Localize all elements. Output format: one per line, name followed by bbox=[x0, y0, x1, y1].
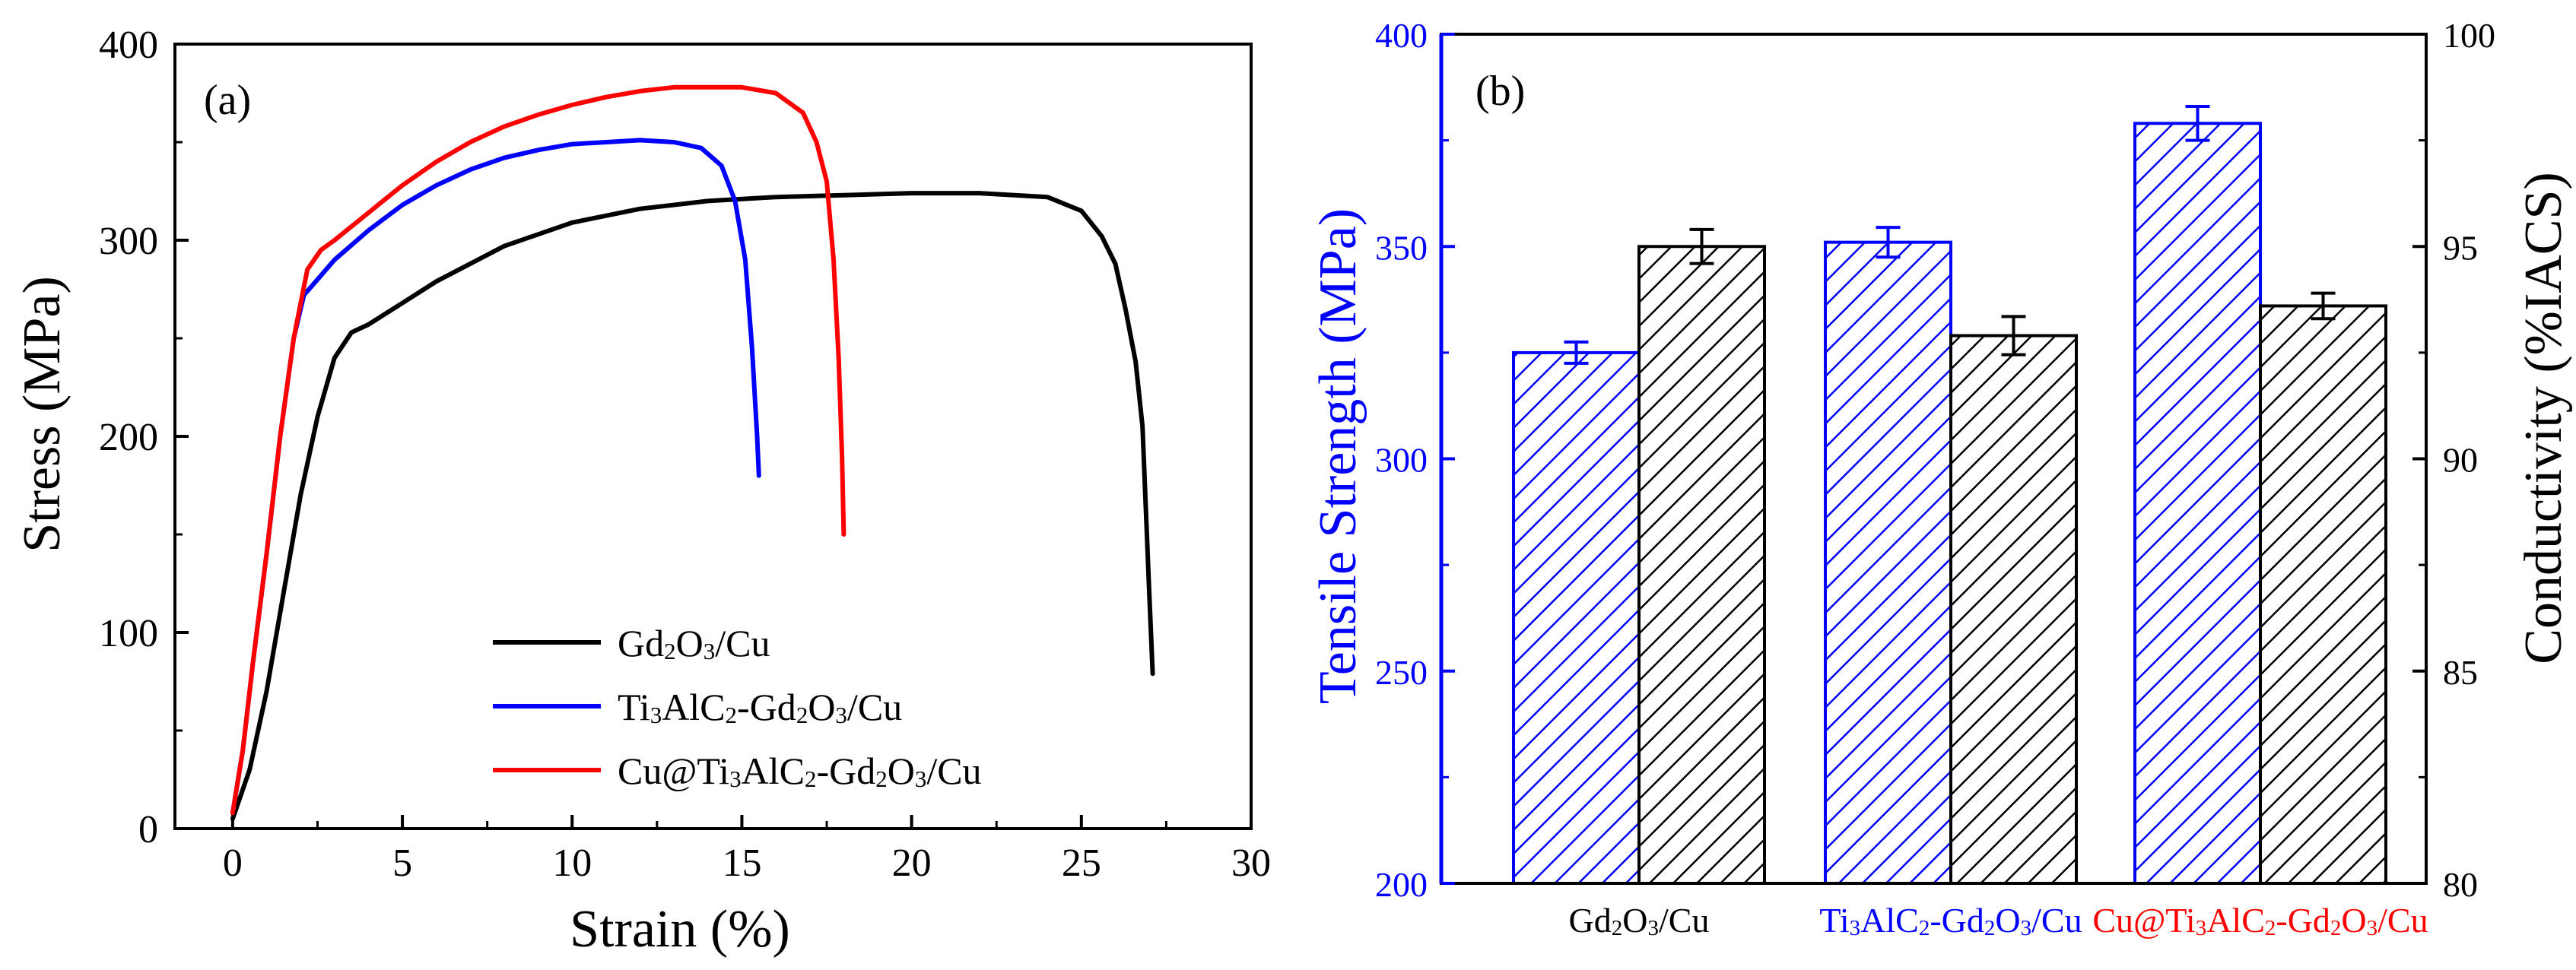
panel-b-label: (b) bbox=[1475, 68, 1525, 115]
bar bbox=[1637, 245, 1766, 885]
x-tick-label: 30 bbox=[1231, 842, 1271, 885]
right-tick-label: 80 bbox=[2443, 865, 2478, 904]
panel-b-ylabel-right: Conductivity (%IACS) bbox=[2514, 172, 2573, 664]
x-tick-label: 5 bbox=[392, 842, 412, 885]
x-tick-label: 20 bbox=[892, 842, 932, 885]
left-tick-label: 250 bbox=[1375, 653, 1428, 692]
y-tick-label: 100 bbox=[99, 612, 158, 655]
series-line bbox=[230, 84, 846, 816]
x-tick-label: 10 bbox=[552, 842, 592, 885]
bar bbox=[1949, 334, 2078, 886]
right-tick-label: 90 bbox=[2443, 441, 2478, 480]
right-tick-label: 100 bbox=[2443, 16, 2495, 55]
y-tick-label: 300 bbox=[99, 220, 158, 263]
series-line bbox=[230, 191, 1155, 822]
left-tick-label: 400 bbox=[1375, 16, 1428, 55]
left-tick-label: 300 bbox=[1375, 441, 1428, 480]
right-tick-label: 85 bbox=[2443, 653, 2478, 692]
legend-label: Gd2O3/Cu bbox=[618, 622, 770, 664]
legend-label: Ti3AlC2-Gd2O3/Cu bbox=[618, 686, 902, 728]
bar bbox=[1824, 240, 1952, 886]
bar bbox=[2259, 304, 2387, 885]
panel-a-stress-strain: (a) Strain (%) Stress (MPa) 0 5 10 15 20 25 30… bbox=[13, 24, 1271, 959]
panel-b-ylabel-left: Tensile Strength (MPa) bbox=[1309, 208, 1367, 704]
x-tick-label: 15 bbox=[722, 842, 761, 885]
bar bbox=[1512, 350, 1641, 885]
x-tick-label: 25 bbox=[1062, 842, 1101, 885]
panel-a-xlabel: Strain (%) bbox=[570, 900, 790, 959]
y-tick-label: 400 bbox=[99, 24, 158, 67]
panel-b-bar-chart: (b) Tensile Strength (MPa) Conductivity … bbox=[1309, 16, 2573, 940]
left-tick-label: 200 bbox=[1375, 865, 1428, 904]
legend-label: Cu@Ti3AlC2-Gd2O3/Cu bbox=[618, 750, 982, 792]
y-tick-label: 0 bbox=[138, 808, 158, 851]
x-tick-label: 0 bbox=[223, 842, 243, 885]
category-label: Gd2O3/Cu bbox=[1569, 901, 1710, 940]
category-label: Cu@Ti3AlC2-Gd2O3/Cu bbox=[2092, 901, 2428, 940]
y-tick-label: 200 bbox=[99, 416, 158, 459]
bar bbox=[2133, 122, 2262, 886]
panel-a-ylabel: Stress (MPa) bbox=[13, 276, 71, 553]
category-label: Ti3AlC2-Gd2O3/Cu bbox=[1819, 901, 2082, 940]
panel-a-label: (a) bbox=[204, 77, 251, 124]
left-tick-label: 350 bbox=[1375, 228, 1428, 267]
right-tick-label: 95 bbox=[2443, 228, 2478, 267]
